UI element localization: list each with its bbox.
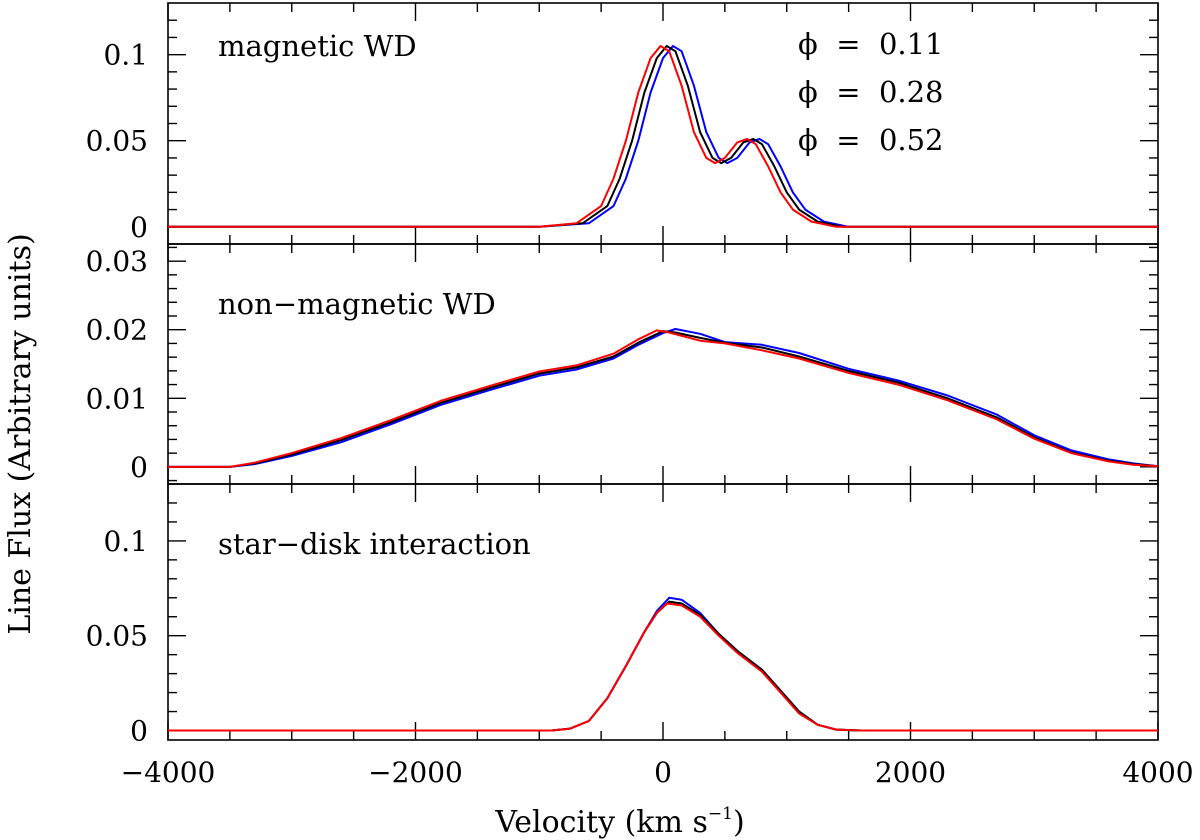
legend-entry: ϕ = 0.28 (798, 75, 944, 109)
y-tick-label: 0 (130, 211, 148, 244)
panel-3: 0 0.05 0.1 −4000 −2000 0 2000 4000 star−disk int… (86, 483, 1194, 789)
series-line-1 (168, 328, 1159, 468)
panel-title: non−magnetic WD (218, 287, 496, 321)
y-tick-label: 0.03 (86, 245, 148, 278)
series-line-3 (168, 329, 1159, 468)
x-tick-label: 2000 (875, 756, 946, 789)
y-tick-label: 0.1 (103, 525, 148, 558)
y-tick-label: 0 (130, 451, 148, 484)
x-tick-label: −4000 (121, 756, 216, 789)
y-tick-label: 0.02 (86, 314, 148, 347)
panel-2: 0 0.01 0.02 0.03 non−magnetic WD (86, 243, 1159, 485)
legend-entry: ϕ = 0.52 (798, 123, 944, 157)
y-tick-label: 0.05 (86, 125, 148, 158)
x-axis-label: Velocity (km s−1) (494, 804, 744, 840)
legend-entry: ϕ = 0.11 (798, 27, 944, 61)
series-line-2 (168, 330, 1159, 468)
series-line-2 (168, 45, 1158, 228)
y-tick-label: 0.05 (86, 620, 148, 653)
series-line-3 (168, 45, 1158, 228)
y-axis-label: Line Flux (Arbitrary units) (3, 233, 38, 634)
x-tick-label: −2000 (368, 756, 463, 789)
series-line-1 (168, 596, 1158, 732)
y-tick-label: 0 (130, 715, 148, 748)
panel-title: magnetic WD (218, 29, 417, 63)
series-line-3 (168, 602, 1158, 732)
x-tick-label: 4000 (1122, 756, 1193, 789)
series-line-2 (168, 600, 1158, 732)
y-tick-label: 0.1 (103, 39, 148, 72)
panel-title: star−disk interaction (218, 527, 531, 561)
panel-frame (167, 483, 1159, 741)
panel-1: 0 0.05 0.1 magnetic WD ϕ = 0.11 ϕ = 0.28 ϕ = 0… (86, 2, 1159, 245)
series-line-1 (168, 45, 1158, 228)
x-tick-label: 0 (654, 756, 672, 789)
y-tick-label: 0.01 (86, 382, 148, 415)
